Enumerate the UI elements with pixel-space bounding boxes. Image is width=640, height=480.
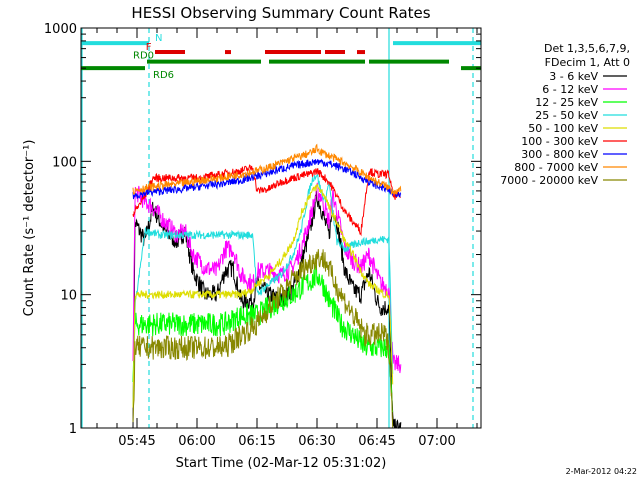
x-axis: 05:45 06:00 06:15 06:30 06:45 07:00	[96, 28, 478, 449]
series-line	[132, 143, 402, 196]
flag-label: N	[155, 33, 162, 44]
series-line	[132, 249, 394, 429]
series-line	[132, 264, 394, 413]
legend-entry-label: 50 - 100 keV	[528, 122, 598, 135]
y-axis-label: Count Rate (s⁻¹ detector⁻¹)	[22, 140, 37, 317]
legend-entry-label: 7000 - 20000 keV	[500, 174, 598, 187]
y-tick-label: 100	[52, 155, 77, 170]
legend-entry-label: 800 - 7000 keV	[514, 161, 598, 174]
x-tick-label: 07:00	[418, 434, 455, 449]
flag-label: F	[146, 42, 152, 53]
legend-header: Det 1,3,5,6,7,9,	[544, 42, 630, 55]
flag-label: RD6	[153, 70, 174, 81]
chart-title: HESSI Observing Summary Count Rates	[131, 4, 430, 22]
y-axis: 1 10 100 1000	[44, 22, 481, 437]
x-tick-label: 05:45	[118, 434, 155, 449]
y-tick-label: 1000	[44, 22, 77, 37]
plot-frame	[80, 27, 482, 429]
legend-entry-label: 3 - 6 keV	[549, 70, 598, 83]
x-tick-label: 06:45	[358, 434, 395, 449]
series-line	[132, 158, 402, 200]
series-lines	[132, 143, 402, 429]
series-line	[132, 183, 394, 408]
x-tick-label: 06:15	[238, 434, 275, 449]
series-line	[132, 164, 401, 237]
y-tick-label: 10	[60, 289, 77, 304]
x-tick-label: 06:00	[178, 434, 215, 449]
timestamp: 2-Mar-2012 04:22	[566, 467, 637, 476]
legend-entry-label: 100 - 300 keV	[521, 135, 598, 148]
flag-label: RD0	[133, 51, 154, 62]
legend-entry-label: 12 - 25 keV	[535, 96, 598, 109]
legend-entry-label: 300 - 800 keV	[521, 148, 598, 161]
marker-lines	[81, 28, 474, 428]
legend: Det 1,3,5,6,7,9,FDecim 1, Att 03 - 6 keV…	[500, 42, 630, 187]
legend-entry-label: 25 - 50 keV	[535, 109, 598, 122]
y-tick-label: 1	[69, 422, 77, 437]
x-axis-label: Start Time (02-Mar-12 05:31:02)	[176, 456, 387, 471]
legend-header: FDecim 1, Att 0	[545, 56, 630, 69]
x-tick-label: 06:30	[298, 434, 335, 449]
legend-entry-label: 6 - 12 keV	[542, 83, 598, 96]
